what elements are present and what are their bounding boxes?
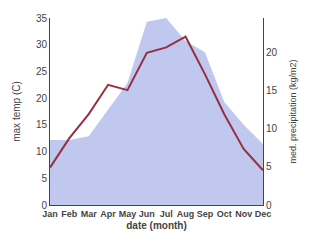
svg-text:20: 20 <box>36 93 48 104</box>
svg-text:Jul: Jul <box>160 209 173 219</box>
svg-text:Sep: Sep <box>197 209 214 219</box>
svg-text:15: 15 <box>36 119 48 130</box>
svg-text:date (month): date (month) <box>126 220 187 231</box>
svg-text:0: 0 <box>41 200 47 211</box>
svg-text:20: 20 <box>266 47 278 58</box>
svg-text:Nov: Nov <box>235 209 252 219</box>
svg-text:Jan: Jan <box>42 209 58 219</box>
svg-text:Apr: Apr <box>100 209 116 219</box>
svg-text:Aug: Aug <box>177 209 195 219</box>
svg-text:35: 35 <box>36 13 48 24</box>
svg-text:0: 0 <box>266 200 272 211</box>
svg-text:Jun: Jun <box>139 209 155 219</box>
svg-text:10: 10 <box>36 146 48 157</box>
svg-text:15: 15 <box>266 85 278 96</box>
svg-text:5: 5 <box>41 173 47 184</box>
svg-text:10: 10 <box>266 123 278 134</box>
svg-text:25: 25 <box>36 66 48 77</box>
svg-text:med. precipitation (kg/m2): med. precipitation (kg/m2) <box>288 59 298 163</box>
svg-text:May: May <box>119 209 137 219</box>
svg-text:max temp (C): max temp (C) <box>11 81 22 142</box>
svg-text:Feb: Feb <box>61 209 78 219</box>
svg-text:Dec: Dec <box>255 209 272 219</box>
svg-text:30: 30 <box>36 39 48 50</box>
svg-text:5: 5 <box>266 161 272 172</box>
svg-text:Mar: Mar <box>81 209 98 219</box>
svg-text:Oct: Oct <box>217 209 232 219</box>
